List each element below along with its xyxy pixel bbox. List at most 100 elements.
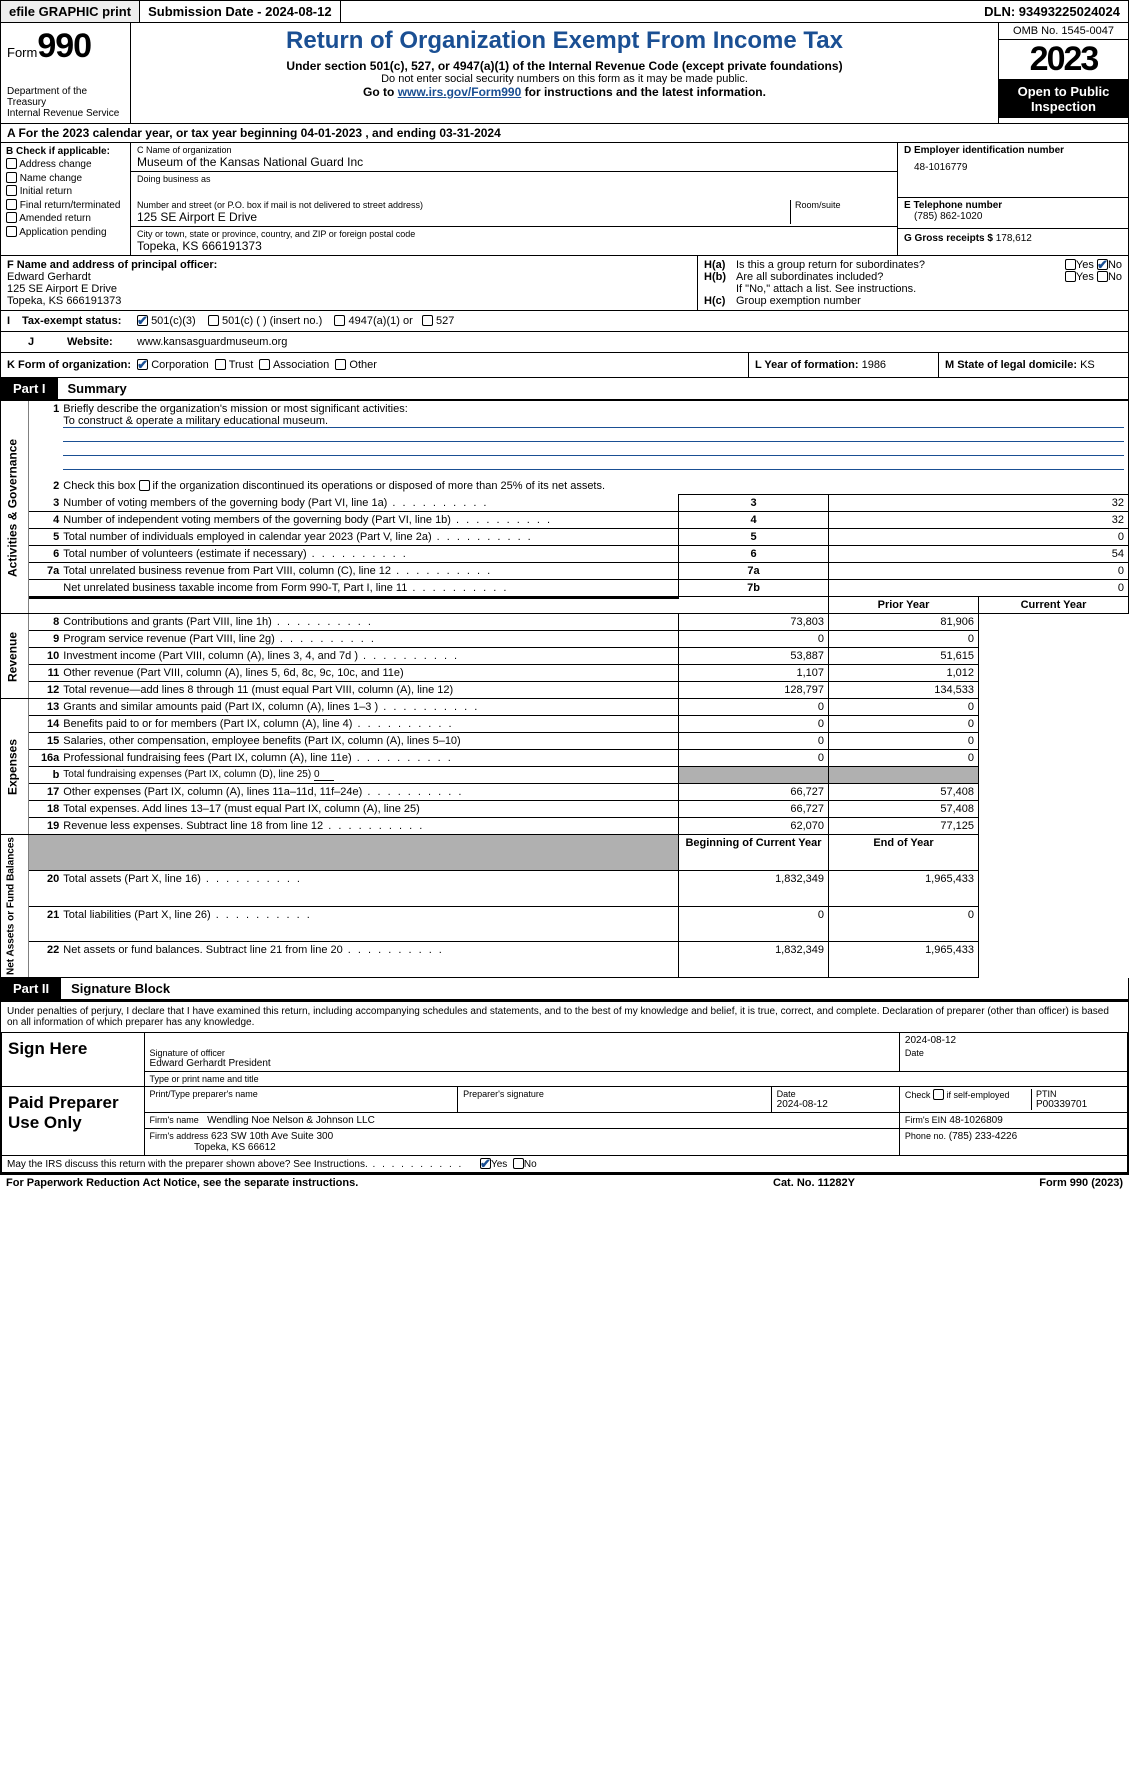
val-6: 54 bbox=[829, 546, 1129, 563]
form-number: 990 bbox=[37, 27, 91, 65]
line17-desc: Other expenses (Part IX, column (A), lin… bbox=[63, 786, 463, 798]
type-name-lbl: Type or print name and title bbox=[144, 1072, 1127, 1087]
opt-lbl: 501(c)(3) bbox=[151, 315, 196, 327]
hdr-current: Current Year bbox=[979, 597, 1129, 614]
hb-label: H(b) bbox=[704, 271, 736, 283]
cb-app-pending[interactable]: Application pending bbox=[6, 226, 125, 240]
d-label: D Employer identification number bbox=[904, 145, 1122, 156]
room-label: Room/suite bbox=[795, 200, 891, 210]
ha-label: H(a) bbox=[704, 259, 736, 271]
cb-assoc[interactable] bbox=[259, 359, 270, 370]
sig-officer-lbl: Signature of officer bbox=[150, 1048, 894, 1058]
line20-desc: Total assets (Part X, line 16) bbox=[63, 873, 302, 885]
street-label: Number and street (or P.O. box if mail i… bbox=[137, 200, 786, 210]
line13-desc: Grants and similar amounts paid (Part IX… bbox=[63, 701, 479, 713]
city-label: City or town, state or province, country… bbox=[137, 229, 891, 239]
side-na: Net Assets or Fund Balances bbox=[1, 835, 29, 978]
cb-4947[interactable] bbox=[334, 315, 345, 326]
ptin: P00339701 bbox=[1036, 1099, 1122, 1110]
line22-desc: Net assets or fund balances. Subtract li… bbox=[63, 944, 444, 956]
form-title: Return of Organization Exempt From Incom… bbox=[137, 27, 992, 55]
pt-date-lbl: Date bbox=[777, 1089, 894, 1099]
val-10c: 51,615 bbox=[829, 648, 979, 665]
val-14p: 0 bbox=[679, 716, 829, 733]
cb-name-change[interactable]: Name change bbox=[6, 172, 125, 186]
part2-title: Signature Block bbox=[61, 978, 180, 999]
grey-cell bbox=[679, 767, 829, 784]
pt-sig-lbl: Preparer's signature bbox=[463, 1089, 766, 1099]
cb-initial-return[interactable]: Initial return bbox=[6, 185, 125, 199]
line4-desc: Number of independent voting members of … bbox=[63, 514, 552, 526]
opt-lbl: Corporation bbox=[151, 359, 208, 371]
val-12c: 134,533 bbox=[829, 682, 979, 699]
part2-header: Part II Signature Block bbox=[0, 978, 1129, 1000]
line7a-desc: Total unrelated business revenue from Pa… bbox=[63, 565, 492, 577]
no-lbl: No bbox=[524, 1159, 537, 1170]
topbar: efile GRAPHIC print Submission Date - 20… bbox=[0, 0, 1129, 23]
hb-yes-cb[interactable] bbox=[1065, 271, 1076, 282]
omb-number: OMB No. 1545-0047 bbox=[999, 23, 1128, 40]
city: Topeka, KS 666191373 bbox=[137, 239, 891, 253]
footer: For Paperwork Reduction Act Notice, see … bbox=[0, 1174, 1129, 1191]
cb-527[interactable] bbox=[422, 315, 433, 326]
i-label: Tax-exempt status: bbox=[16, 311, 131, 331]
k-label: K Form of organization: bbox=[7, 359, 131, 371]
discuss-text: May the IRS discuss this return with the… bbox=[7, 1159, 463, 1170]
opt-lbl: 527 bbox=[436, 315, 454, 327]
street: 125 SE Airport E Drive bbox=[137, 210, 786, 224]
val-19c: 77,125 bbox=[829, 818, 979, 835]
phone: (785) 862-1020 bbox=[904, 211, 1122, 222]
cb-corp[interactable] bbox=[137, 359, 148, 370]
efile-print-button[interactable]: efile GRAPHIC print bbox=[1, 1, 140, 22]
cb-self-employed[interactable] bbox=[933, 1089, 944, 1100]
cb-lbl: Name change bbox=[20, 173, 82, 184]
side-ag: Activities & Governance bbox=[1, 401, 29, 614]
val-22c: 1,965,433 bbox=[829, 942, 979, 978]
firm-ein: 48-1026809 bbox=[949, 1115, 1002, 1126]
firm-addr-lbl: Firm's address bbox=[150, 1131, 209, 1141]
org-name: Museum of the Kansas National Guard Inc bbox=[137, 155, 891, 169]
cb-discuss-no[interactable] bbox=[513, 1158, 524, 1169]
cb-501c[interactable] bbox=[208, 315, 219, 326]
hb-no-cb[interactable] bbox=[1097, 271, 1108, 282]
hdr-boy: Beginning of Current Year bbox=[679, 835, 829, 871]
line10-desc: Investment income (Part VIII, column (A)… bbox=[63, 650, 459, 662]
val-20p: 1,832,349 bbox=[679, 870, 829, 906]
g-label: G Gross receipts $ bbox=[904, 233, 993, 244]
form-subtitle-3: Go to www.irs.gov/Form990 for instructio… bbox=[137, 85, 992, 99]
cb-discontinued[interactable] bbox=[139, 480, 150, 491]
cb-other[interactable] bbox=[335, 359, 346, 370]
ein: 48-1016779 bbox=[904, 162, 1122, 173]
val-18p: 66,727 bbox=[679, 801, 829, 818]
cb-address-change[interactable]: Address change bbox=[6, 158, 125, 172]
state-domicile: KS bbox=[1080, 359, 1095, 371]
mission-line bbox=[63, 442, 1124, 456]
yes-lbl: Yes bbox=[1076, 259, 1094, 271]
line16b-desc: Total fundraising expenses (Part IX, col… bbox=[63, 769, 314, 780]
cat-no: Cat. No. 11282Y bbox=[773, 1177, 973, 1189]
line19-desc: Revenue less expenses. Subtract line 18 … bbox=[63, 820, 424, 832]
cb-amended[interactable]: Amended return bbox=[6, 212, 125, 226]
val-20c: 1,965,433 bbox=[829, 870, 979, 906]
part1-header: Part I Summary bbox=[0, 378, 1129, 400]
val-14c: 0 bbox=[829, 716, 979, 733]
ha-no-cb[interactable] bbox=[1097, 259, 1108, 270]
line11-desc: Other revenue (Part VIII, column (A), li… bbox=[63, 667, 403, 679]
cb-discuss-yes[interactable] bbox=[480, 1158, 491, 1169]
cb-trust[interactable] bbox=[215, 359, 226, 370]
form990-link[interactable]: www.irs.gov/Form990 bbox=[398, 85, 522, 99]
hc-label: H(c) bbox=[704, 295, 736, 307]
sig-declaration: Under penalties of perjury, I declare th… bbox=[1, 1002, 1128, 1032]
val-9c: 0 bbox=[829, 631, 979, 648]
sig-date: 2024-08-12 bbox=[905, 1035, 956, 1046]
cb-final-return[interactable]: Final return/terminated bbox=[6, 199, 125, 213]
ha-yes-cb[interactable] bbox=[1065, 259, 1076, 270]
line1-label: Briefly describe the organization's miss… bbox=[63, 403, 1124, 415]
val-16b: 0 bbox=[314, 769, 334, 781]
val-15p: 0 bbox=[679, 733, 829, 750]
dln: DLN: 93493225024024 bbox=[976, 1, 1128, 22]
hb-text: Are all subordinates included? bbox=[736, 271, 1065, 283]
self-emp-pre: Check bbox=[905, 1090, 933, 1100]
cb-501c3[interactable] bbox=[137, 315, 148, 326]
officer-addr1: 125 SE Airport E Drive bbox=[7, 283, 691, 295]
